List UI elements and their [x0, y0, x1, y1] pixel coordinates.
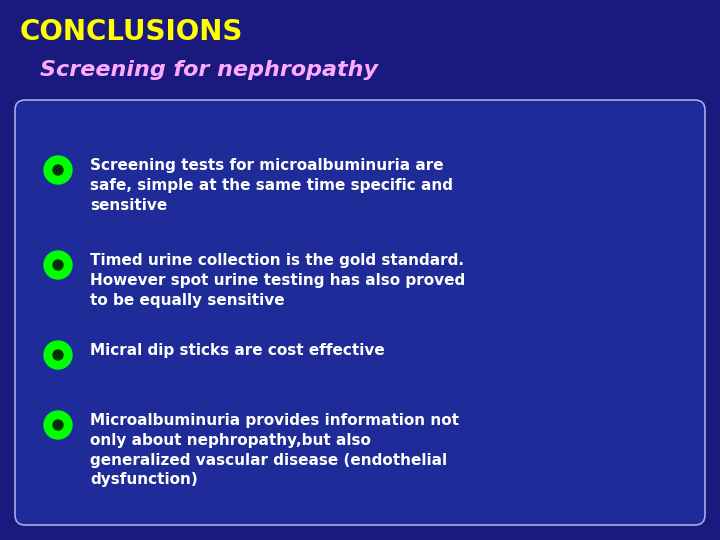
- Text: Screening tests for microalbuminuria are
safe, simple at the same time specific : Screening tests for microalbuminuria are…: [90, 158, 453, 213]
- Circle shape: [53, 260, 63, 270]
- Circle shape: [44, 251, 72, 279]
- Circle shape: [53, 165, 63, 175]
- Text: CONCLUSIONS: CONCLUSIONS: [20, 18, 243, 46]
- Circle shape: [44, 341, 72, 369]
- Circle shape: [53, 350, 63, 360]
- Circle shape: [44, 156, 72, 184]
- Text: Screening for nephropathy: Screening for nephropathy: [40, 60, 378, 80]
- Text: Micral dip sticks are cost effective: Micral dip sticks are cost effective: [90, 343, 384, 358]
- Text: Timed urine collection is the gold standard.
However spot urine testing has also: Timed urine collection is the gold stand…: [90, 253, 465, 308]
- FancyBboxPatch shape: [15, 100, 705, 525]
- Circle shape: [44, 411, 72, 439]
- Text: Microalbuminuria provides information not
only about nephropathy,but also
genera: Microalbuminuria provides information no…: [90, 413, 459, 488]
- Circle shape: [53, 420, 63, 430]
